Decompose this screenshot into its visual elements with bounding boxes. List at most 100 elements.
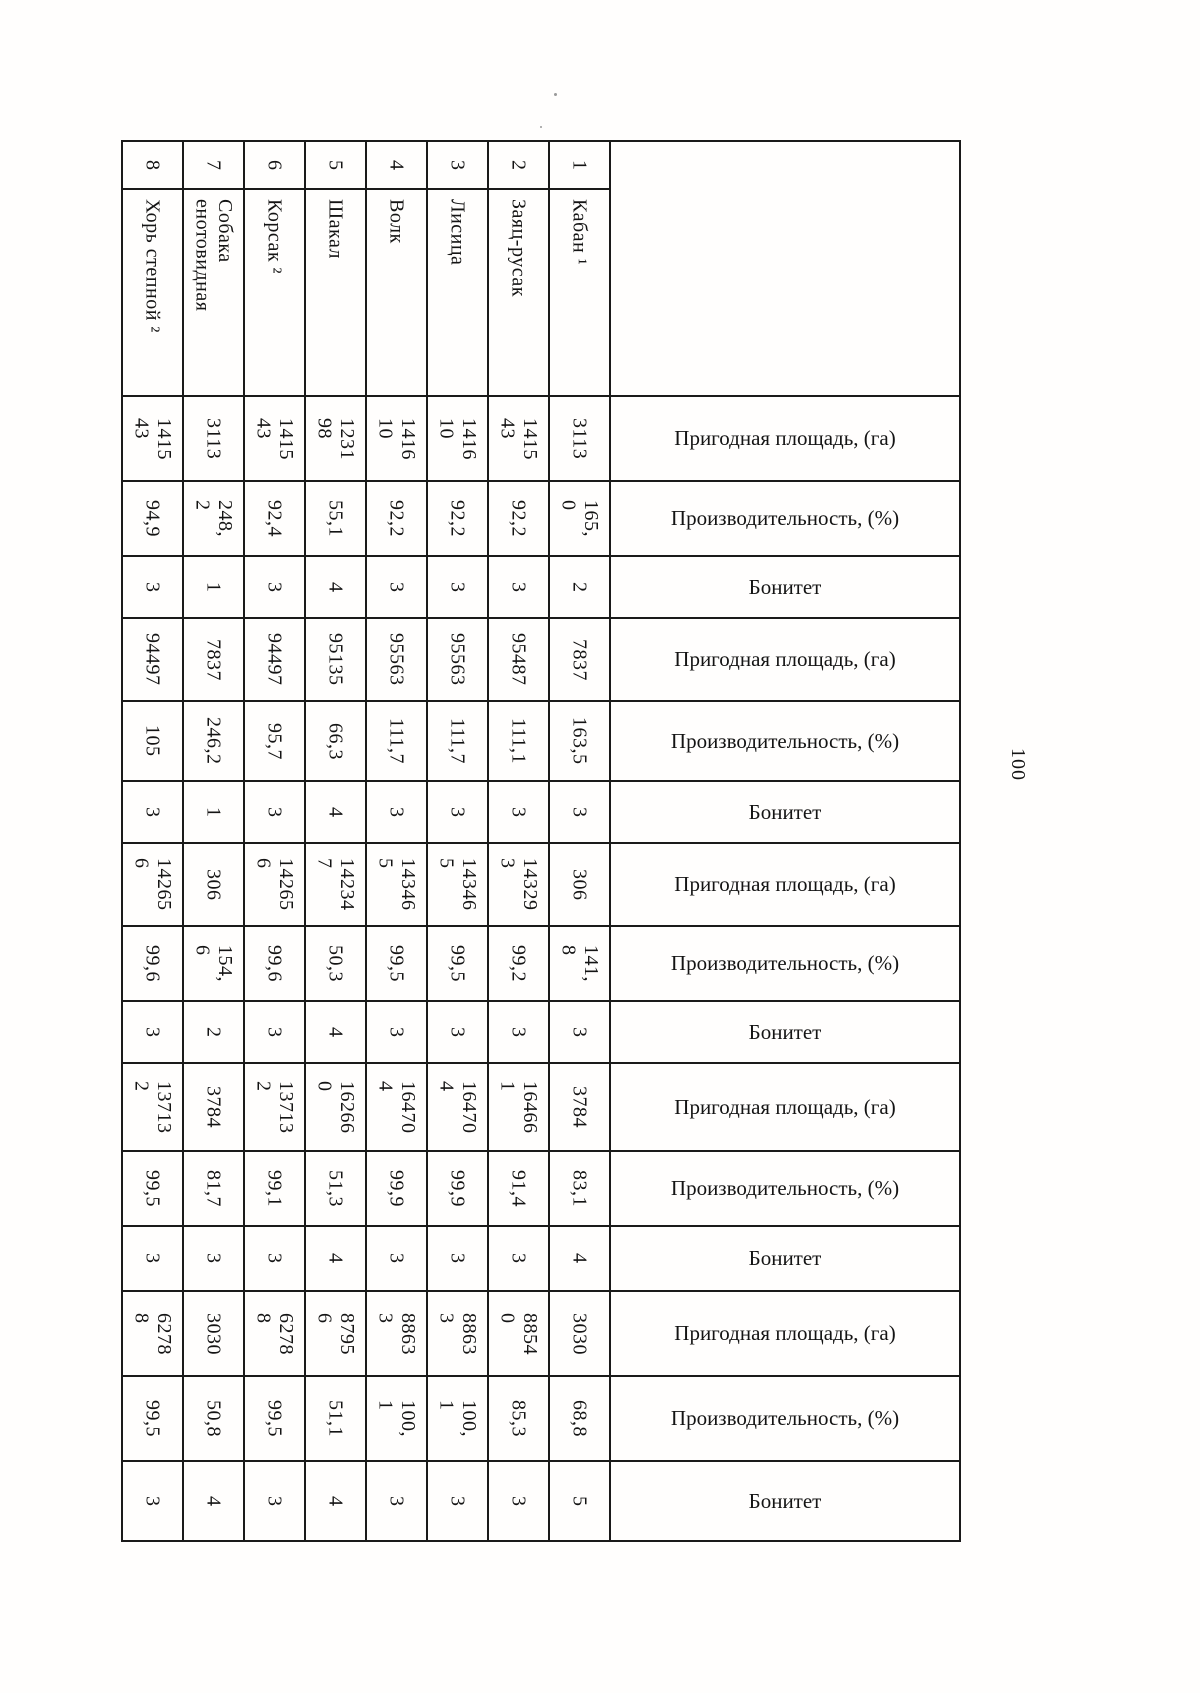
area-cell: 7837 xyxy=(184,619,245,702)
animal-number-cell: 2 xyxy=(489,142,550,190)
area-cell: 13713 2 xyxy=(123,1064,184,1152)
productivity-value: 50,8 xyxy=(202,1400,225,1437)
bonitet-value: 2 xyxy=(568,581,591,593)
bonitet-cell: 2 xyxy=(184,1002,245,1064)
productivity-value: 99,5 xyxy=(263,1400,286,1437)
bonitet-cell: 3 xyxy=(550,782,611,844)
row-label-productivity-text: Производительность, (%) xyxy=(670,728,900,753)
animal-name-text: Корсак ² xyxy=(263,199,286,275)
productivity-cell: 163,5 xyxy=(550,702,611,782)
bonitet-cell: 4 xyxy=(306,1462,367,1542)
bonitet-cell: 3 xyxy=(245,1002,306,1064)
area-cell: 14234 7 xyxy=(306,844,367,927)
productivity-value: 51,1 xyxy=(324,1400,347,1437)
row-label-bonitet: Бонитет xyxy=(611,1227,961,1292)
area-value: 8863 3 xyxy=(374,1312,419,1355)
animal-name-text: Шакал xyxy=(324,199,347,259)
bonitet-cell: 3 xyxy=(428,1462,489,1542)
productivity-cell: 92,2 xyxy=(489,482,550,557)
bonitet-cell: 3 xyxy=(489,1462,550,1542)
area-value: 14329 3 xyxy=(496,858,541,911)
productivity-cell: 50,8 xyxy=(184,1377,245,1462)
animal-name-cell: Корсак ² xyxy=(245,190,306,397)
row-label-productivity: Производительность, (%) xyxy=(611,1377,961,1462)
bonitet-value: 4 xyxy=(324,806,347,818)
productivity-cell: 51,1 xyxy=(306,1377,367,1462)
productivity-value: 99,6 xyxy=(141,945,164,982)
productivity-cell: 66,3 xyxy=(306,702,367,782)
bonitet-cell: 3 xyxy=(489,782,550,844)
row-label-area-text: Пригодная площадь, (га) xyxy=(674,1094,896,1119)
area-value: 7837 xyxy=(202,638,225,681)
bonitet-value: 3 xyxy=(141,1026,164,1038)
area-cell: 95135 xyxy=(306,619,367,702)
productivity-cell: 99,5 xyxy=(367,927,428,1002)
bonitet-value: 3 xyxy=(568,1026,591,1038)
productivity-cell: 55,1 xyxy=(306,482,367,557)
area-cell: 14329 3 xyxy=(489,844,550,927)
bonitet-cell: 3 xyxy=(550,1002,611,1064)
row-label-bonitet: Бонитет xyxy=(611,782,961,844)
productivity-value: 95,7 xyxy=(263,722,286,760)
row-label-area: Пригодная площадь, (га) xyxy=(611,1064,961,1152)
bonitet-value: 3 xyxy=(446,581,469,593)
bonitet-value: 2 xyxy=(202,1026,225,1038)
productivity-cell: 246,2 xyxy=(184,702,245,782)
productivity-value: 154, 6 xyxy=(191,945,236,982)
productivity-value: 92,2 xyxy=(446,500,469,537)
area-value: 306 xyxy=(568,868,591,901)
bonitet-cell: 1 xyxy=(184,782,245,844)
bonitet-value: 3 xyxy=(507,1253,530,1264)
productivity-value: 83,1 xyxy=(568,1170,591,1207)
productivity-value: 68,8 xyxy=(568,1400,591,1437)
area-cell: 3113 xyxy=(550,397,611,482)
animal-name-text: Лисица xyxy=(446,199,469,266)
animal-number-cell: 4 xyxy=(367,142,428,190)
productivity-cell: 92,4 xyxy=(245,482,306,557)
area-value: 7837 xyxy=(568,638,591,681)
bonitet-cell: 3 xyxy=(367,557,428,619)
area-value: 1231 98 xyxy=(313,417,358,460)
area-cell: 14346 5 xyxy=(428,844,489,927)
bonitet-cell: 3 xyxy=(367,782,428,844)
area-cell: 16470 4 xyxy=(428,1064,489,1152)
bonitet-cell: 4 xyxy=(306,1002,367,1064)
area-cell: 3030 xyxy=(550,1292,611,1377)
animal-number-text: 8 xyxy=(141,159,164,171)
productivity-value: 99,5 xyxy=(141,1400,164,1437)
table-corner-blank xyxy=(611,142,961,397)
area-value: 306 xyxy=(202,868,225,901)
area-value: 95487 xyxy=(507,633,530,686)
bonitet-cell: 2 xyxy=(550,557,611,619)
productivity-value: 99,9 xyxy=(385,1170,408,1207)
area-value: 3113 xyxy=(568,417,591,460)
bonitet-cell: 3 xyxy=(245,557,306,619)
area-value: 3784 xyxy=(202,1086,225,1128)
row-label-area-text: Пригодная площадь, (га) xyxy=(674,647,896,671)
bonitet-cell: 3 xyxy=(489,557,550,619)
area-cell: 95487 xyxy=(489,619,550,702)
productivity-value: 141, 8 xyxy=(557,945,602,982)
bonitet-value: 5 xyxy=(568,1495,591,1507)
productivity-cell: 99,9 xyxy=(367,1152,428,1227)
animal-number-cell: 6 xyxy=(245,142,306,190)
area-cell: 14265 6 xyxy=(245,844,306,927)
bonitet-value: 3 xyxy=(385,1253,408,1264)
bonitet-cell: 3 xyxy=(367,1227,428,1292)
bonitet-value: 1 xyxy=(202,806,225,818)
area-value: 3030 xyxy=(202,1312,225,1355)
animal-number-text: 4 xyxy=(385,159,408,171)
area-cell: 3784 xyxy=(184,1064,245,1152)
productivity-value: 92,2 xyxy=(385,500,408,537)
bonitet-cell: 1 xyxy=(184,557,245,619)
animal-number-text: 1 xyxy=(568,159,591,171)
bonitet-cell: 4 xyxy=(306,1227,367,1292)
productivity-cell: 99,6 xyxy=(245,927,306,1002)
bonitet-cell: 3 xyxy=(123,1227,184,1292)
bonitet-cell: 4 xyxy=(184,1462,245,1542)
productivity-value: 246,2 xyxy=(202,717,225,765)
hunting-grounds-table: 8 7 6 5 4 3 2 1 Хорь степной ² Собака ен… xyxy=(121,140,961,1542)
bonitet-cell: 3 xyxy=(123,557,184,619)
productivity-cell: 99,5 xyxy=(123,1377,184,1462)
